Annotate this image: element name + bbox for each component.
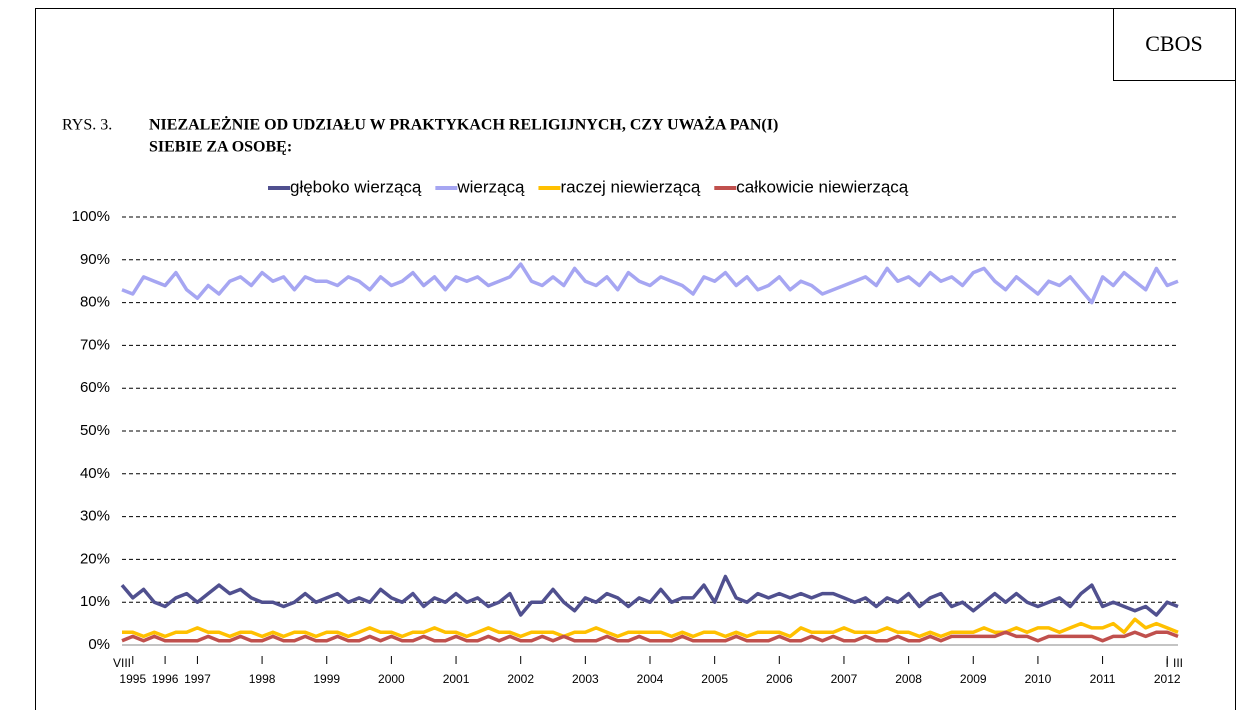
y-tick-label: 70%	[80, 336, 110, 353]
series-line	[121, 262, 1179, 305]
y-tick-label: 80%	[80, 294, 110, 311]
x-tick-label: 2006	[766, 672, 793, 686]
x-tick-label: 2009	[960, 672, 987, 686]
x-tick-label: 2001	[443, 672, 470, 686]
x-tick-label: 2003	[572, 672, 599, 686]
series-line	[120, 574, 1179, 617]
x-tick-label: 1995	[119, 672, 146, 686]
x-tick-label: 2005	[701, 672, 728, 686]
legend-label: głęboko wierzącą	[290, 177, 422, 196]
y-tick-label: 100%	[72, 208, 110, 225]
x-month-label: I	[1166, 656, 1169, 670]
legend-label: raczej niewierzącą	[560, 177, 700, 196]
y-tick-label: 60%	[80, 379, 110, 396]
x-tick-label: 2010	[1025, 672, 1052, 686]
series-line	[122, 617, 1179, 639]
frame	[35, 8, 1236, 710]
x-tick-label: 1996	[152, 672, 179, 686]
x-tick-label: 2011	[1090, 672, 1116, 686]
x-month-label: III	[1173, 656, 1183, 670]
x-tick-label: 1999	[313, 672, 340, 686]
x-month-label: VIII	[113, 656, 131, 670]
figure-number: RYS. 3.	[62, 117, 112, 134]
legend-label: całkowicie niewierzącą	[736, 177, 909, 196]
title: NIEZALEŻNIE OD UDZIAŁU W PRAKTYKACH RELI…	[149, 115, 778, 134]
x-tick-label: 2008	[895, 672, 922, 686]
x-tick-label: 2007	[831, 672, 858, 686]
y-tick-label: 20%	[80, 550, 110, 567]
legend-label: wierzącą	[456, 177, 525, 196]
title: SIEBIE ZA OSOBĘ:	[149, 139, 292, 156]
y-tick-label: 50%	[80, 422, 110, 439]
x-tick-label: 1998	[249, 672, 276, 686]
badge: CBOS	[1145, 31, 1202, 56]
x-tick-label: 2004	[637, 672, 664, 686]
y-tick-label: 10%	[80, 593, 110, 610]
y-tick-label: 90%	[80, 251, 110, 268]
y-tick-label: 40%	[80, 465, 110, 482]
badge-box	[1113, 8, 1236, 81]
x-tick-label: 2002	[507, 672, 534, 686]
y-tick-label: 30%	[80, 508, 110, 525]
x-tick-label: 2000	[378, 672, 405, 686]
x-tick-label: 1997	[184, 672, 211, 686]
series-line	[121, 630, 1179, 643]
x-tick-label: 2012	[1154, 672, 1181, 686]
y-tick-label: 0%	[88, 636, 110, 653]
